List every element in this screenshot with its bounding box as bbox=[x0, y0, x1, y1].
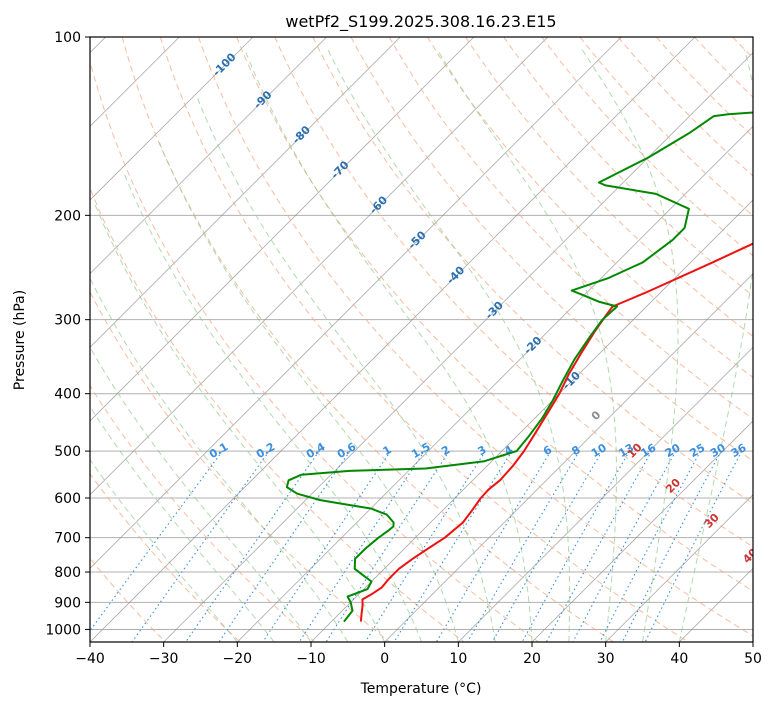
dry-adiabat-line bbox=[159, 37, 689, 642]
x-tick-label: −30 bbox=[149, 651, 179, 667]
moist-adiabat-line bbox=[678, 49, 753, 642]
mixing-ratio-line bbox=[185, 450, 320, 642]
x-axis-title: Temperature (°C) bbox=[360, 681, 482, 697]
mixing-ratio-line bbox=[467, 450, 580, 642]
dry-adiabat-line bbox=[121, 37, 614, 642]
dry-adiabat-line bbox=[274, 37, 753, 548]
moist-adiabat-line bbox=[158, 141, 459, 642]
chart-title: wetPf2_S199.2025.308.16.23.E15 bbox=[285, 12, 556, 32]
isotherm-line bbox=[163, 52, 753, 642]
isotherm-line bbox=[90, 37, 548, 496]
moist-adiabat-line bbox=[90, 405, 275, 642]
mixing-ratio-line bbox=[364, 450, 486, 642]
y-tick-label: 100 bbox=[54, 30, 81, 46]
mixing-ratio-line bbox=[621, 450, 722, 642]
x-tick-label: 30 bbox=[597, 651, 615, 667]
isotherm-line bbox=[90, 37, 254, 201]
dry-adiabat-line bbox=[579, 37, 753, 217]
y-tick-label: 200 bbox=[54, 208, 81, 224]
moist-adiabat-line bbox=[327, 49, 571, 642]
y-tick-label: 700 bbox=[54, 531, 81, 547]
dry-adiabat-line bbox=[541, 37, 753, 257]
y-tick-label: 300 bbox=[54, 313, 81, 329]
y-tick-label: 1000 bbox=[45, 622, 81, 638]
mixing-ratio-line bbox=[572, 450, 677, 642]
dry-adiabat-line bbox=[90, 186, 465, 642]
isotherm-line bbox=[237, 125, 753, 642]
moist-adiabat-line bbox=[123, 173, 422, 642]
x-tick-label: 50 bbox=[744, 651, 762, 667]
dry-adiabat-line bbox=[312, 37, 753, 505]
mixing-ratio-line bbox=[435, 450, 552, 642]
isotherm-line bbox=[90, 37, 475, 422]
dry-adiabat-line bbox=[198, 37, 753, 637]
isotherm-line bbox=[458, 346, 753, 642]
dry-adiabat-line bbox=[90, 59, 540, 642]
mixing-ratio-line bbox=[545, 450, 653, 642]
moist-adiabat-line bbox=[93, 201, 386, 642]
y-tick-label: 900 bbox=[54, 595, 81, 611]
moist-adiabat-line bbox=[90, 458, 238, 642]
x-tick-label: −10 bbox=[296, 651, 326, 667]
x-tick-label: 40 bbox=[670, 651, 688, 667]
moist-adiabat-line bbox=[90, 277, 349, 642]
dry-adiabat-line bbox=[388, 37, 753, 420]
y-tick-label: 400 bbox=[54, 387, 81, 403]
moist-adiabat-line bbox=[90, 346, 312, 642]
x-tick-label: 0 bbox=[380, 651, 389, 667]
moist-adiabat-line bbox=[195, 94, 496, 642]
mixing-ratio-line bbox=[325, 450, 450, 642]
moist-adiabat-line bbox=[581, 49, 679, 642]
x-tick-label: 20 bbox=[523, 651, 541, 667]
mixing-ratio-line bbox=[491, 450, 603, 642]
x-tick-label: 10 bbox=[449, 651, 467, 667]
mixing-ratio-line bbox=[599, 450, 701, 642]
y-tick-label: 600 bbox=[54, 491, 81, 507]
dewpoint-profile-line bbox=[285, 111, 753, 623]
dry-adiabat-line bbox=[350, 37, 753, 462]
isotherm-line bbox=[531, 420, 753, 642]
isotherm-line bbox=[90, 37, 327, 275]
isotherm-line bbox=[90, 37, 401, 348]
moist-adiabat-line bbox=[244, 49, 533, 642]
plot-frame bbox=[89, 36, 754, 643]
x-tick-label: −40 bbox=[75, 651, 105, 667]
mixing-ratio-line bbox=[393, 450, 513, 642]
mixing-ratio-line bbox=[298, 450, 425, 642]
y-tick-label: 800 bbox=[54, 565, 81, 581]
isotherm-line bbox=[90, 37, 622, 569]
isotherm-line bbox=[384, 273, 753, 642]
temperature-profile-line bbox=[359, 242, 753, 622]
dry-adiabat-line bbox=[236, 37, 753, 592]
y-tick-label: 500 bbox=[54, 444, 81, 460]
isotherm-line bbox=[605, 494, 753, 642]
y-axis-title: Pressure (hPa) bbox=[12, 290, 28, 390]
mixing-ratio-line bbox=[521, 450, 630, 642]
x-tick-label: −20 bbox=[223, 651, 253, 667]
dry-adiabat-line bbox=[426, 37, 753, 378]
isotherm-line bbox=[310, 199, 753, 642]
mixing-ratio-line bbox=[131, 450, 270, 642]
dry-adiabat-line bbox=[90, 291, 390, 642]
